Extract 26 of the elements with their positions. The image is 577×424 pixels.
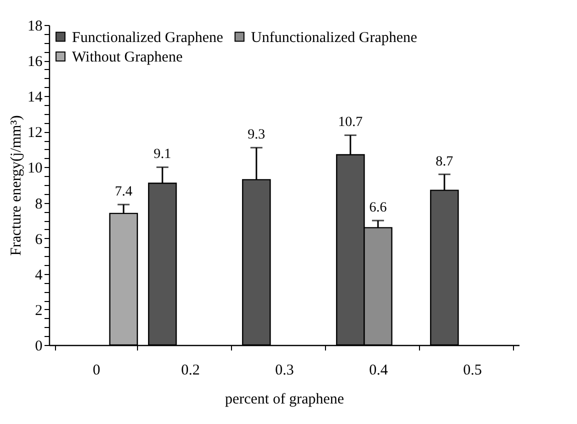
y-tick-label: 4: [35, 267, 43, 284]
y-tick-label: 8: [35, 196, 42, 212]
data-label: 6.6: [369, 200, 387, 216]
y-tick-label: 10: [28, 160, 42, 177]
y-tick-label: 12: [28, 125, 42, 142]
y-tick-label: 16: [28, 54, 43, 70]
x-tick-label: 0.5: [463, 362, 482, 378]
y-tick-label: 6: [35, 232, 43, 248]
data-label: 9.3: [248, 128, 266, 143]
y-tick-label: 18: [28, 18, 42, 34]
x-axis-title: percent of graphene: [224, 392, 344, 408]
y-tick-label: 0: [35, 338, 42, 354]
x-tick-label: 0.2: [181, 362, 200, 378]
y-tick-label: 2: [35, 302, 42, 319]
legend-label: Without Graphene: [72, 50, 183, 66]
legend-label: Functionalized Graphene: [72, 30, 224, 46]
x-tick-label: 0.3: [275, 362, 294, 378]
x-tick-label: 0.4: [369, 362, 388, 378]
data-label: 9.1: [154, 147, 172, 162]
x-tick-label: 0: [92, 362, 100, 378]
data-label: 10.7: [338, 115, 363, 130]
y-axis-title: Fracture energy(j/mm³): [8, 115, 24, 256]
data-label: 7.4: [114, 184, 132, 200]
legend-label: Unfunctionalized Graphene: [251, 30, 418, 46]
y-tick-label: 14: [28, 90, 43, 106]
data-label: 8.7: [436, 154, 454, 170]
